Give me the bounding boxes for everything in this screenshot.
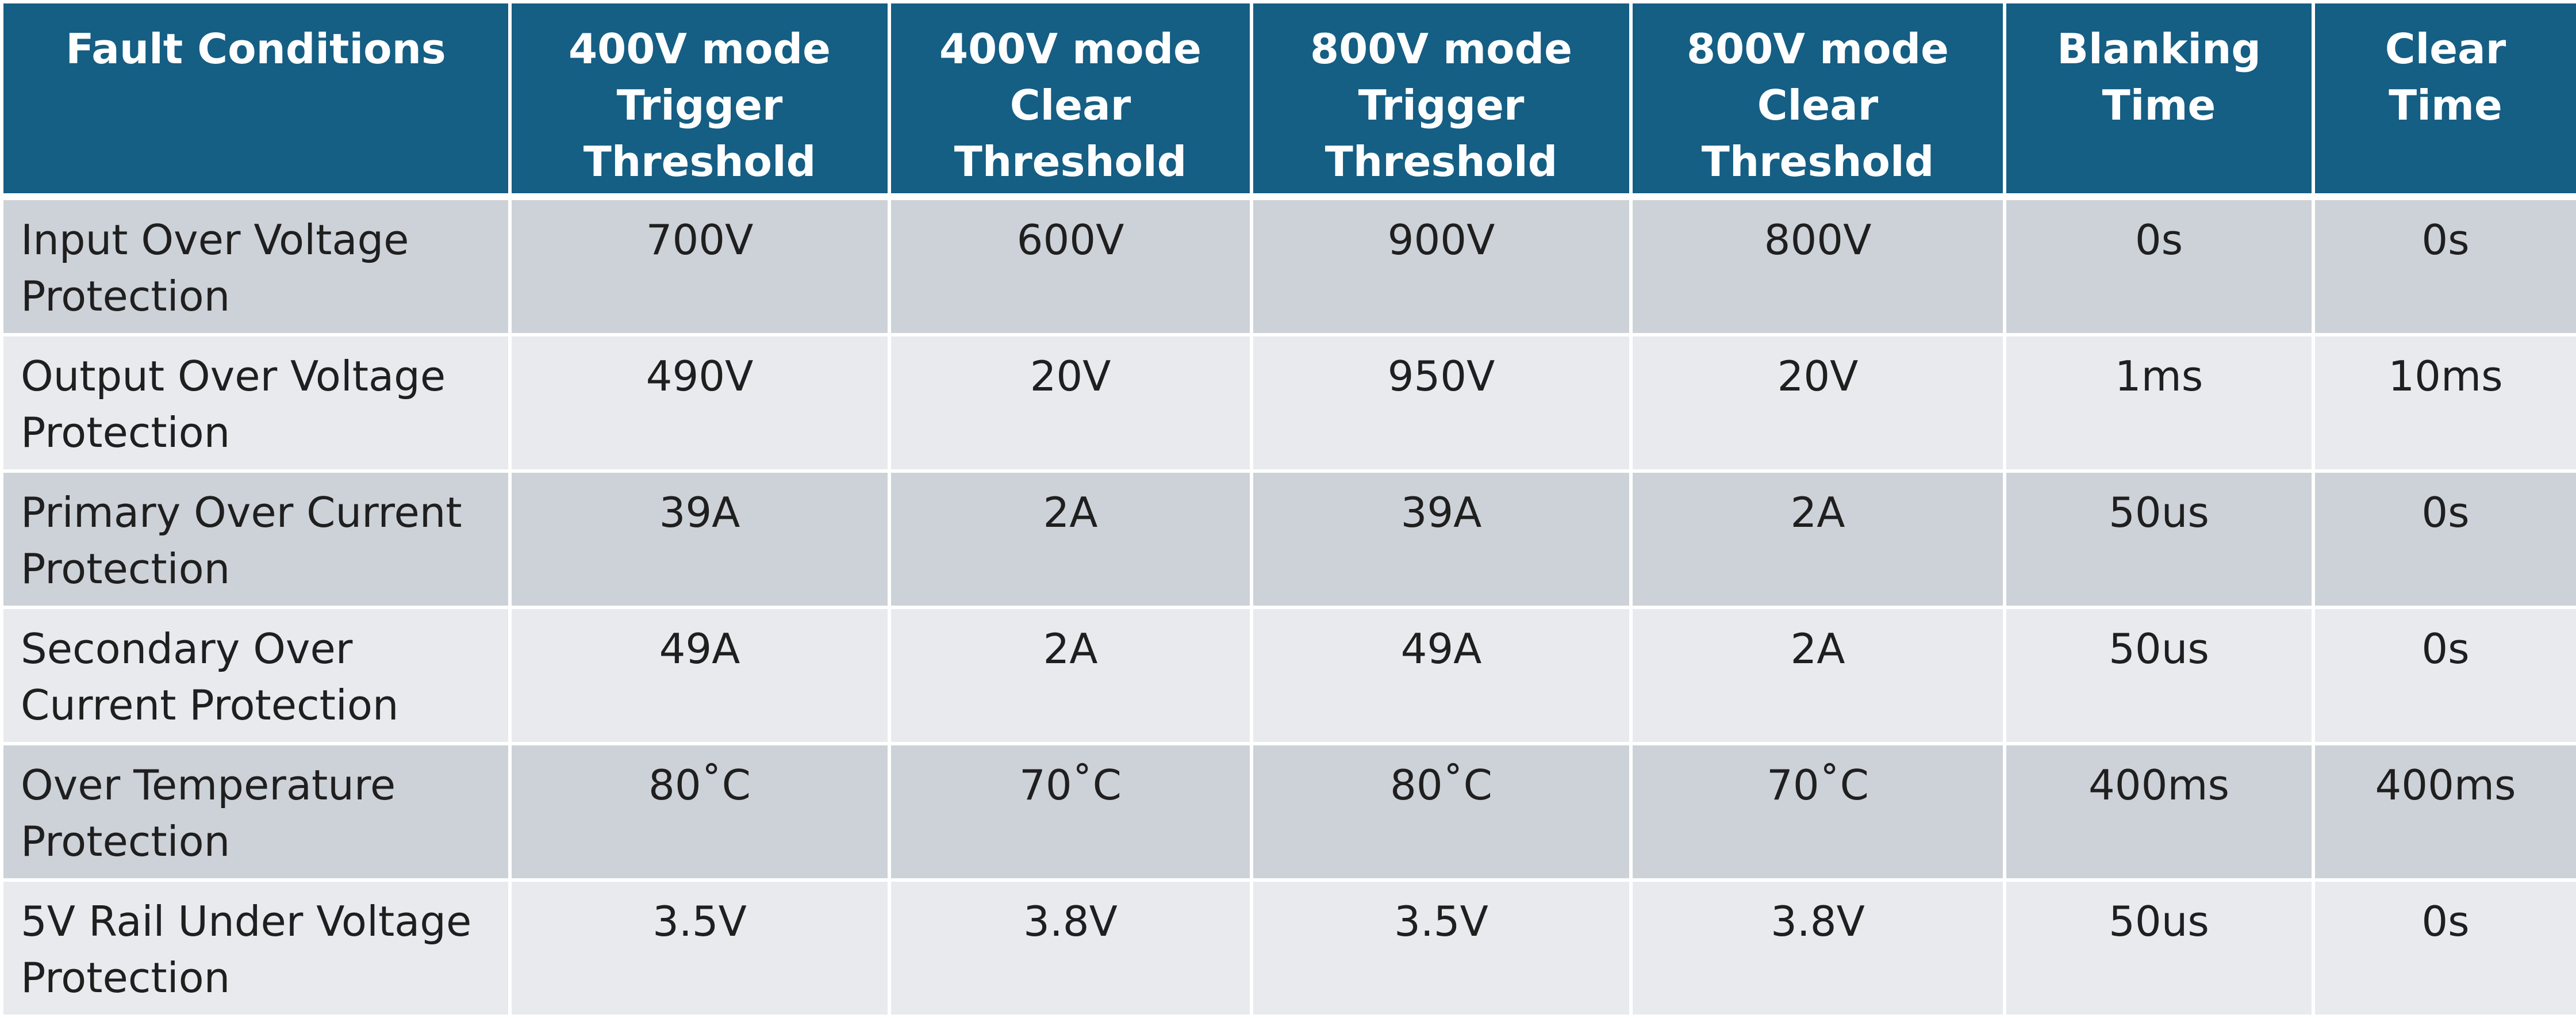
clear-time-cell: 0s — [2312, 606, 2576, 745]
table-row: Secondary Over Current Protection 49A 2A… — [0, 606, 2576, 745]
table-row: Input Over Voltage Protection 700V 600V … — [0, 195, 2576, 336]
fault-condition-cell: Output Over Voltage Protection — [0, 333, 512, 473]
table-header: Fault Conditions 400V mode Trigger Thres… — [0, 0, 2576, 200]
blanking-time-cell: 0s — [2003, 195, 2315, 336]
header-400v-clear-threshold: 400V mode Clear Threshold — [888, 0, 1253, 200]
400v-clear-threshold-cell: 600V — [888, 195, 1253, 336]
table-row: Primary Over Current Protection 39A 2A 3… — [0, 469, 2576, 609]
blanking-time-cell: 50us — [2003, 878, 2315, 1018]
800v-clear-threshold-cell: 70˚C — [1629, 742, 2006, 882]
blanking-time-cell: 1ms — [2003, 333, 2315, 473]
fault-condition-cell: Input Over Voltage Protection — [0, 195, 512, 336]
400v-clear-threshold-cell: 3.8V — [888, 878, 1253, 1018]
blanking-time-cell: 50us — [2003, 469, 2315, 609]
clear-time-cell: 0s — [2312, 878, 2576, 1018]
header-row: Fault Conditions 400V mode Trigger Thres… — [0, 0, 2576, 200]
header-800v-clear-threshold: 800V mode Clear Threshold — [1629, 0, 2006, 200]
table-row: Output Over Voltage Protection 490V 20V … — [0, 333, 2576, 473]
800v-trigger-threshold-cell: 900V — [1250, 195, 1633, 336]
400v-trigger-threshold-cell: 490V — [508, 333, 891, 473]
fault-condition-cell: 5V Rail Under Voltage Protection — [0, 878, 512, 1018]
fault-condition-cell: Secondary Over Current Protection — [0, 606, 512, 745]
fault-condition-cell: Over Temperature Protection — [0, 742, 512, 882]
800v-clear-threshold-cell: 3.8V — [1629, 878, 2006, 1018]
blanking-time-cell: 50us — [2003, 606, 2315, 745]
800v-trigger-threshold-cell: 950V — [1250, 333, 1633, 473]
table-row: Over Temperature Protection 80˚C 70˚C 80… — [0, 742, 2576, 882]
header-blanking-time: Blanking Time — [2003, 0, 2315, 200]
header-800v-trigger-threshold: 800V mode Trigger Threshold — [1250, 0, 1633, 200]
400v-trigger-threshold-cell: 39A — [508, 469, 891, 609]
800v-trigger-threshold-cell: 80˚C — [1250, 742, 1633, 882]
400v-trigger-threshold-cell: 49A — [508, 606, 891, 745]
table-body: Input Over Voltage Protection 700V 600V … — [0, 195, 2576, 1018]
400v-clear-threshold-cell: 2A — [888, 469, 1253, 609]
400v-trigger-threshold-cell: 80˚C — [508, 742, 891, 882]
800v-trigger-threshold-cell: 39A — [1250, 469, 1633, 609]
800v-clear-threshold-cell: 20V — [1629, 333, 2006, 473]
clear-time-cell: 0s — [2312, 195, 2576, 336]
clear-time-cell: 400ms — [2312, 742, 2576, 882]
400v-clear-threshold-cell: 2A — [888, 606, 1253, 745]
400v-clear-threshold-cell: 70˚C — [888, 742, 1253, 882]
800v-trigger-threshold-cell: 3.5V — [1250, 878, 1633, 1018]
800v-clear-threshold-cell: 2A — [1629, 469, 2006, 609]
800v-clear-threshold-cell: 800V — [1629, 195, 2006, 336]
header-clear-time: Clear Time — [2312, 0, 2576, 200]
400v-trigger-threshold-cell: 3.5V — [508, 878, 891, 1018]
table-row: 5V Rail Under Voltage Protection 3.5V 3.… — [0, 878, 2576, 1018]
header-fault-conditions: Fault Conditions — [0, 0, 512, 200]
800v-trigger-threshold-cell: 49A — [1250, 606, 1633, 745]
blanking-time-cell: 400ms — [2003, 742, 2315, 882]
clear-time-cell: 10ms — [2312, 333, 2576, 473]
400v-clear-threshold-cell: 20V — [888, 333, 1253, 473]
header-400v-trigger-threshold: 400V mode Trigger Threshold — [508, 0, 891, 200]
clear-time-cell: 0s — [2312, 469, 2576, 609]
fault-condition-cell: Primary Over Current Protection — [0, 469, 512, 609]
400v-trigger-threshold-cell: 700V — [508, 195, 891, 336]
800v-clear-threshold-cell: 2A — [1629, 606, 2006, 745]
